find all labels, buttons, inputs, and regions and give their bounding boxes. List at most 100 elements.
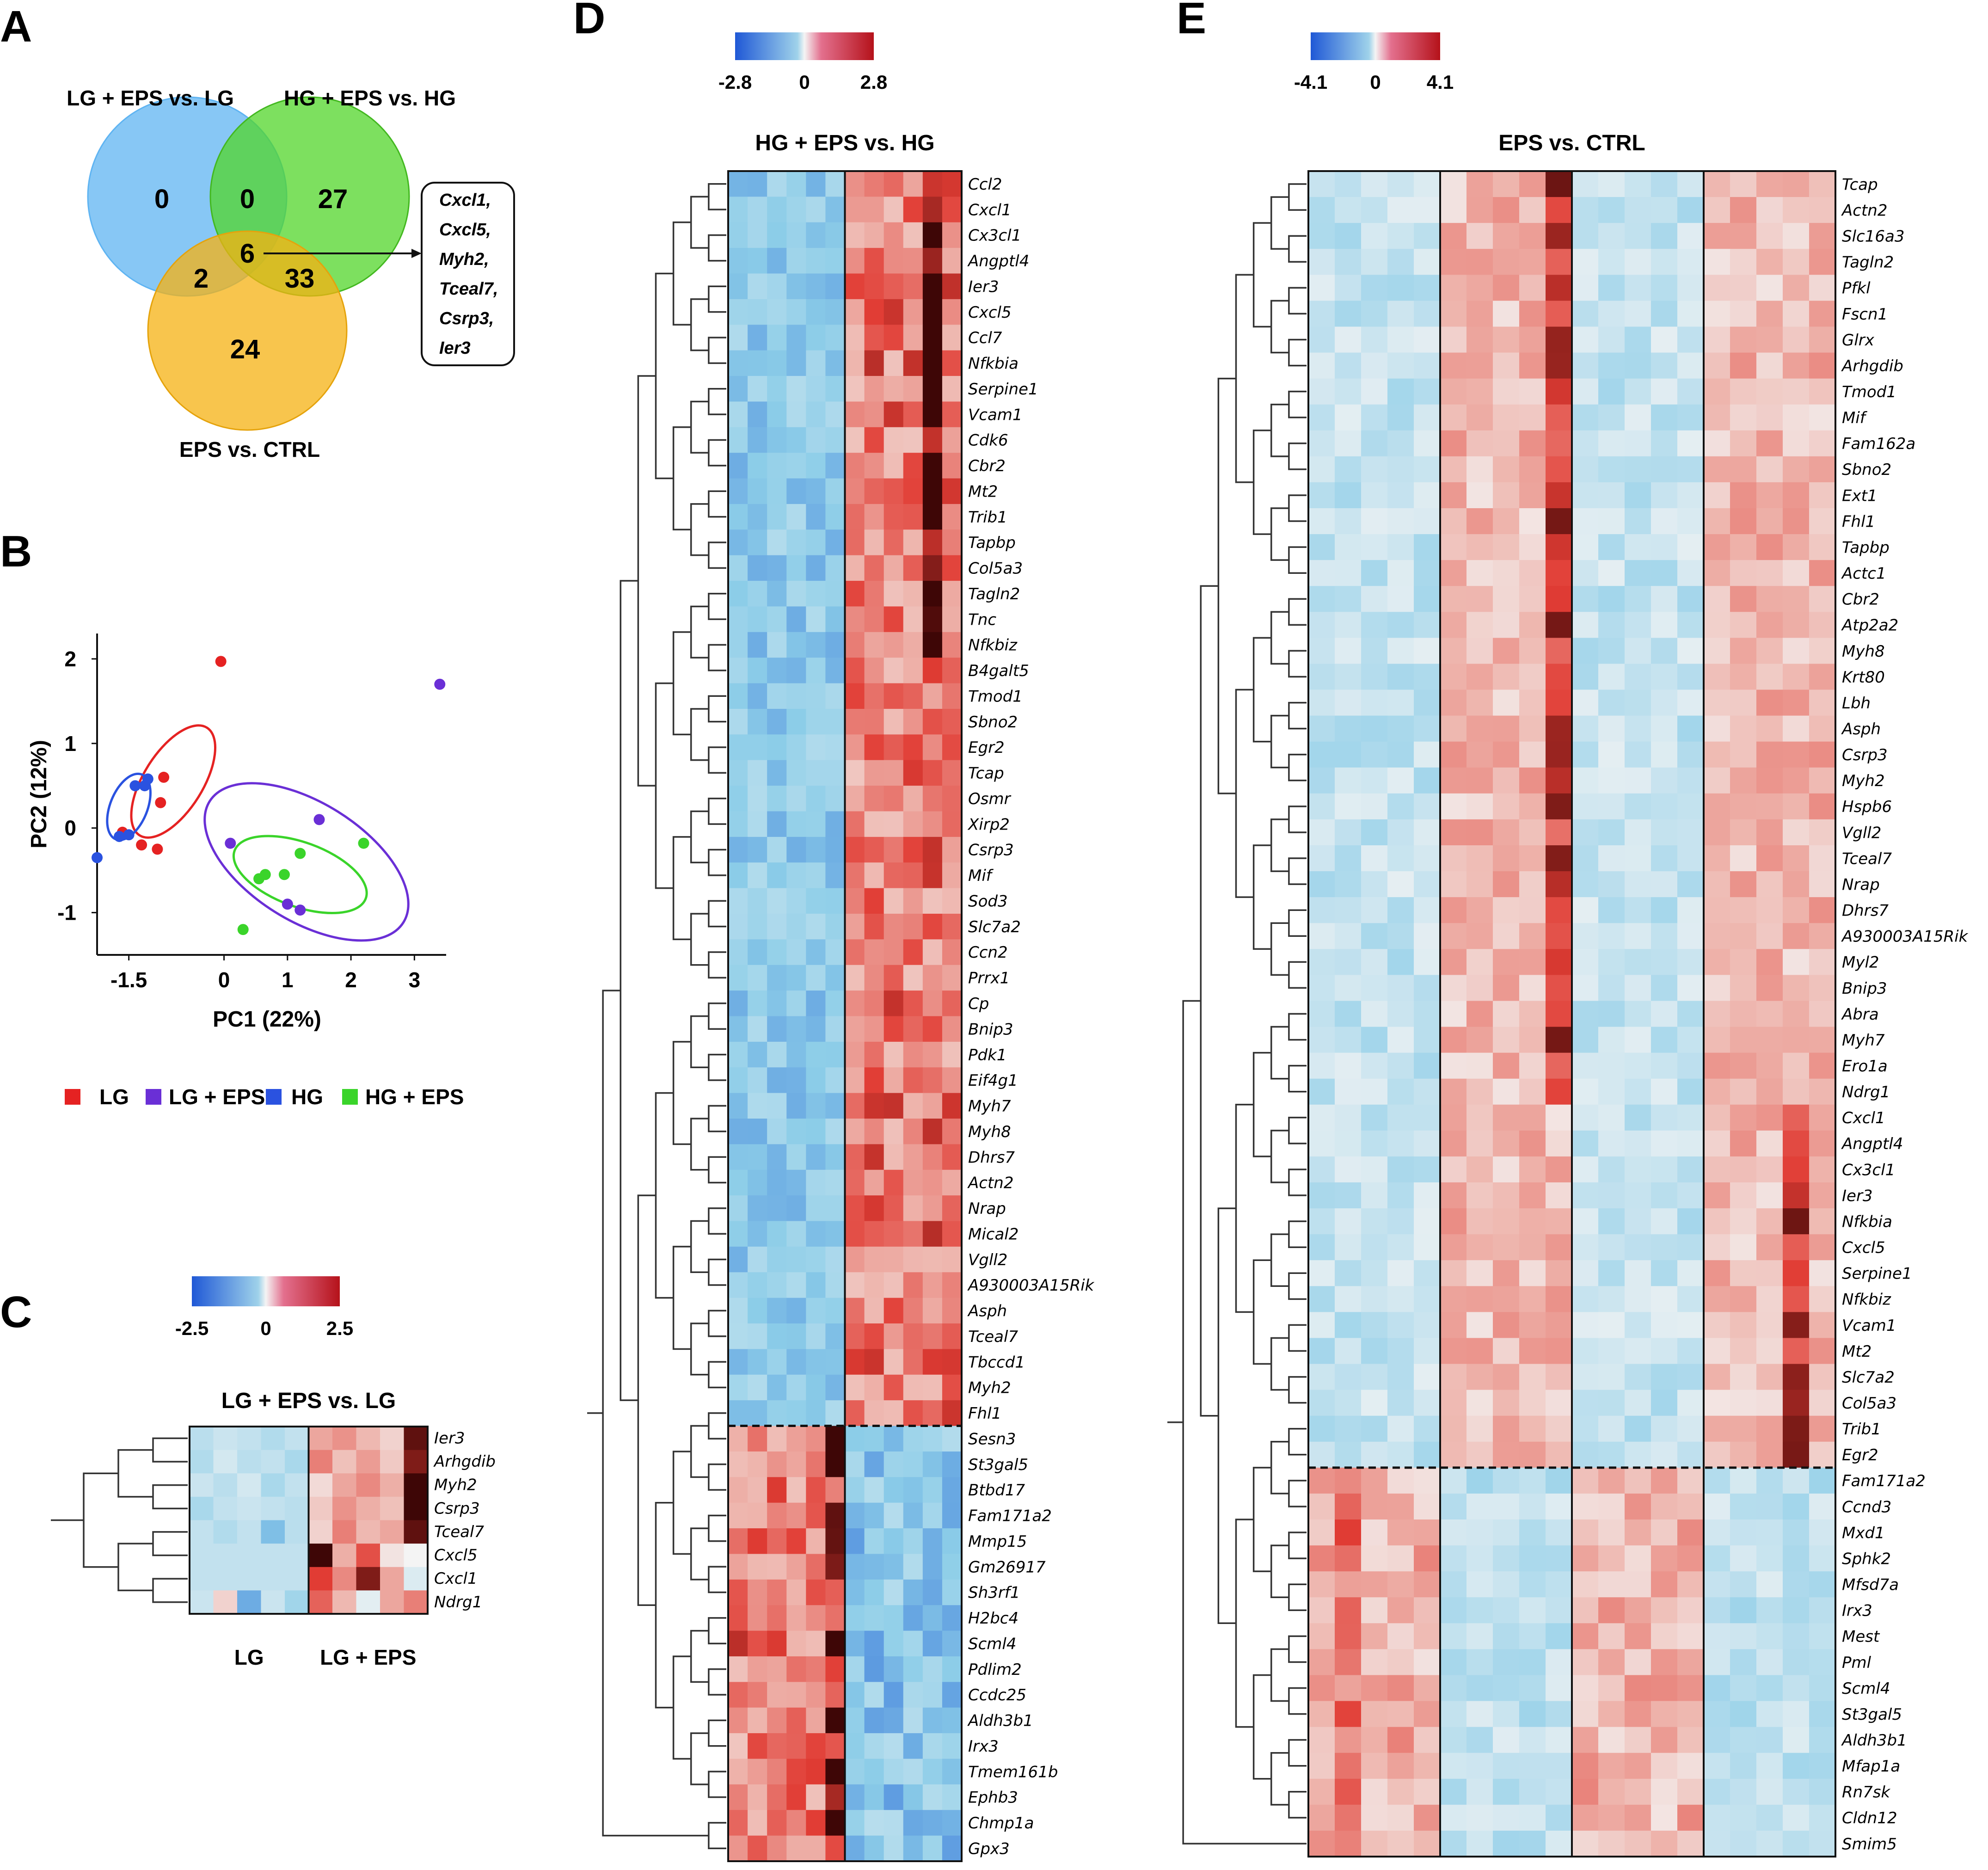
heatmap-cell [1572,301,1599,327]
heatmap-cell [1783,1260,1810,1286]
heatmap-cell [806,1323,826,1350]
heatmap-cell [285,1520,309,1544]
heatmap-cell [1704,1571,1730,1598]
heatmap-cell [1677,1052,1704,1079]
heatmap-cell [1335,1182,1362,1209]
heatmap-cell [1572,1078,1599,1105]
heatmap-cell [1361,741,1388,768]
heatmap-cell [942,453,962,479]
heatmap-cell [864,376,884,402]
heatmap-cell [806,529,826,556]
dendrogram-branch [1270,1544,1289,1598]
heatmap-cell [884,1016,904,1042]
heatmap-cell [1704,923,1730,949]
heatmap-cell [1335,223,1362,249]
heatmap-cell [903,1067,923,1094]
heatmap-cell [1546,1312,1572,1339]
heatmap-cell [1651,793,1678,820]
heatmap-cell [1625,664,1651,690]
heatmap-cell [1651,1701,1678,1728]
heatmap-cell [1361,1104,1388,1131]
heatmap-cell [1308,975,1335,1002]
heatmap-cell [748,1349,767,1375]
heatmap-cell [864,1707,884,1734]
heatmap-cell [1730,1623,1757,1649]
heatmap-cell [1440,975,1467,1002]
heatmap-cell [1677,534,1704,560]
heatmap-cell [748,913,767,940]
heatmap-cell [1546,1234,1572,1261]
heatmap-cell [1730,404,1757,431]
heatmap-cell [1335,1804,1362,1831]
heatmap-cell [1493,1778,1520,1805]
heatmap-cell [1704,1415,1730,1442]
heatmap-cell [845,1733,865,1759]
heatmap-cell [1598,560,1625,586]
heatmap-cell [845,1246,865,1273]
heatmap-cell [806,478,826,504]
heatmap-cell [786,222,806,248]
heatmap-cell [728,1528,748,1555]
heatmap-cell [922,708,943,735]
pca-point [142,773,153,785]
heatmap-cell [884,299,904,325]
heatmap-cell [806,913,826,940]
pca-point [158,771,170,783]
heatmap-cell [1651,1623,1678,1649]
heatmap-cell [728,1221,748,1247]
heatmap-cell [1546,586,1572,612]
heatmap-cell [1519,534,1546,560]
heatmap-cell [1756,975,1783,1002]
heatmap-cell [1361,352,1388,379]
heatmap-cell [1414,197,1441,223]
heatmap-cell [806,581,826,607]
heatmap-cell [748,325,767,351]
heatmap-cell [806,786,826,812]
heatmap-cell [786,325,806,351]
venn-set-label-hg: HG + EPS vs. HG [284,86,456,110]
heatmap-cell [903,299,923,325]
dendrogram-branch [708,798,726,825]
heatmap-cell [806,555,826,581]
heatmap-cell [728,683,748,709]
heatmap-cell [806,504,826,530]
heatmap-cell [864,222,884,248]
heatmap-cell [1651,1156,1678,1183]
heatmap-cell [1546,897,1572,923]
heatmap-d: -2.802.8HG + EPS vs. HGHGHG + EPSCcl2Cxc… [587,32,1095,1862]
heatmap-cell [845,658,865,684]
heatmap-cell [1809,301,1836,327]
heatmap-cell [922,939,943,966]
heatmap-cell [1598,923,1625,949]
heatmap-cell [1783,689,1810,716]
heatmap-cell [748,939,767,966]
heatmap-cell [864,1477,884,1503]
heatmap-cell [1651,1104,1678,1131]
heatmap-cell [1414,1830,1441,1857]
heatmap-cell [1387,1338,1414,1365]
heatmap-cell [1440,1778,1467,1805]
heatmap-cell [767,581,787,607]
heatmap-row-label: Sod3 [968,892,1008,910]
heatmap-row-label: Aldh3b1 [1841,1731,1907,1750]
heatmap-cell [1704,1493,1730,1520]
heatmap-cell [1335,1364,1362,1390]
heatmap-cell [1387,430,1414,457]
heatmap-cell [1335,1078,1362,1105]
heatmap-cell [786,1733,806,1759]
heatmap-cell [1519,456,1546,483]
heatmap-cell [1625,560,1651,586]
heatmap-cell [1651,1260,1678,1286]
heatmap-cell [728,581,748,607]
heatmap-cell [728,837,748,863]
heatmap-cell [845,1426,865,1452]
heatmap-cell [1625,1104,1651,1131]
pca-ellipse [203,782,410,942]
heatmap-cell [1308,326,1335,353]
heatmap-cell [903,606,923,633]
dendrogram-branch [708,1412,726,1439]
heatmap-cell [748,453,767,479]
heatmap-cell [1440,1415,1467,1442]
dendrogram-branch [672,631,691,736]
heatmap-cell [1756,664,1783,690]
